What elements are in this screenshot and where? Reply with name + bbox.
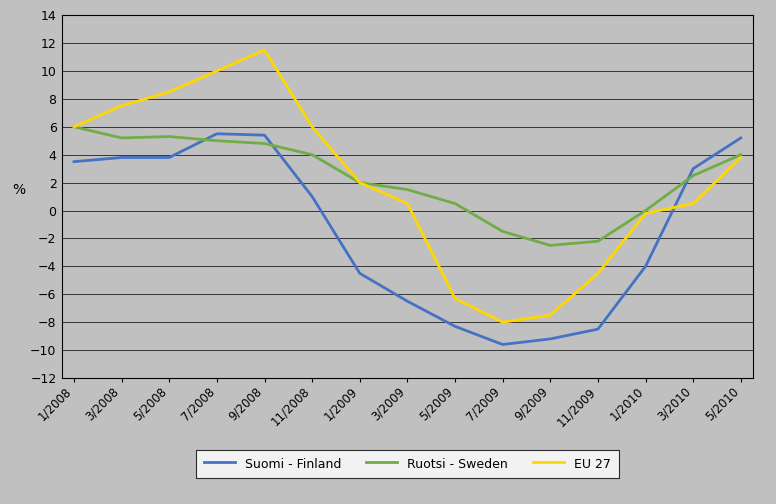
- Suomi - Finland: [331, 232, 341, 238]
- EU 27: [688, 201, 698, 207]
- Ruotsi - Sweden: [594, 238, 603, 244]
- EU 27: [260, 47, 269, 53]
- Suomi - Finland: [236, 132, 245, 138]
- Ruotsi - Sweden: [521, 235, 531, 241]
- Ruotsi - Sweden: [427, 194, 436, 200]
- Suomi - Finland: [570, 331, 579, 337]
- Suomi - Finland: [307, 194, 317, 200]
- Suomi - Finland: [617, 295, 626, 301]
- Ruotsi - Sweden: [641, 208, 650, 214]
- Ruotsi - Sweden: [712, 162, 722, 168]
- Ruotsi - Sweden: [69, 124, 78, 130]
- Suomi - Finland: [498, 342, 508, 348]
- EU 27: [379, 190, 388, 196]
- Ruotsi - Sweden: [260, 141, 269, 147]
- Ruotsi - Sweden: [450, 201, 459, 207]
- Suomi - Finland: [546, 336, 555, 342]
- Ruotsi - Sweden: [474, 215, 483, 221]
- Suomi - Finland: [165, 154, 174, 160]
- Y-axis label: %: %: [12, 182, 26, 197]
- EU 27: [546, 312, 555, 318]
- Ruotsi - Sweden: [212, 138, 221, 144]
- Line: Suomi - Finland: Suomi - Finland: [74, 134, 741, 345]
- Suomi - Finland: [379, 284, 388, 290]
- EU 27: [165, 89, 174, 95]
- Ruotsi - Sweden: [189, 136, 198, 142]
- EU 27: [617, 240, 626, 246]
- Ruotsi - Sweden: [140, 134, 150, 140]
- EU 27: [69, 124, 78, 130]
- EU 27: [284, 85, 293, 91]
- Line: EU 27: EU 27: [74, 50, 741, 322]
- Ruotsi - Sweden: [617, 223, 626, 229]
- Line: Ruotsi - Sweden: Ruotsi - Sweden: [74, 127, 741, 245]
- Suomi - Finland: [521, 339, 531, 345]
- Suomi - Finland: [736, 135, 746, 141]
- Suomi - Finland: [474, 333, 483, 339]
- Suomi - Finland: [427, 311, 436, 317]
- Suomi - Finland: [93, 157, 102, 163]
- Ruotsi - Sweden: [307, 152, 317, 158]
- Suomi - Finland: [450, 324, 459, 330]
- EU 27: [450, 295, 459, 301]
- Ruotsi - Sweden: [498, 228, 508, 234]
- Ruotsi - Sweden: [665, 190, 674, 196]
- Suomi - Finland: [212, 131, 221, 137]
- Suomi - Finland: [284, 163, 293, 169]
- Suomi - Finland: [688, 166, 698, 172]
- Ruotsi - Sweden: [284, 146, 293, 152]
- Ruotsi - Sweden: [379, 183, 388, 189]
- EU 27: [331, 152, 341, 158]
- EU 27: [498, 319, 508, 325]
- Suomi - Finland: [260, 132, 269, 138]
- EU 27: [93, 113, 102, 119]
- EU 27: [521, 316, 531, 322]
- Suomi - Finland: [641, 263, 650, 269]
- Ruotsi - Sweden: [117, 135, 126, 141]
- Ruotsi - Sweden: [570, 240, 579, 246]
- EU 27: [236, 57, 245, 64]
- EU 27: [403, 201, 412, 207]
- EU 27: [355, 179, 365, 185]
- Legend: Suomi - Finland, Ruotsi - Sweden, EU 27: Suomi - Finland, Ruotsi - Sweden, EU 27: [196, 450, 618, 478]
- Suomi - Finland: [189, 143, 198, 149]
- Ruotsi - Sweden: [403, 186, 412, 193]
- EU 27: [212, 68, 221, 74]
- EU 27: [427, 248, 436, 254]
- Ruotsi - Sweden: [93, 130, 102, 136]
- Suomi - Finland: [117, 154, 126, 160]
- EU 27: [307, 124, 317, 130]
- EU 27: [594, 270, 603, 276]
- EU 27: [570, 291, 579, 297]
- Ruotsi - Sweden: [236, 139, 245, 145]
- Ruotsi - Sweden: [688, 172, 698, 178]
- Ruotsi - Sweden: [736, 152, 746, 158]
- Suomi - Finland: [665, 215, 674, 221]
- EU 27: [641, 210, 650, 216]
- Ruotsi - Sweden: [355, 179, 365, 185]
- Suomi - Finland: [403, 298, 412, 304]
- EU 27: [736, 154, 746, 160]
- Ruotsi - Sweden: [546, 242, 555, 248]
- Suomi - Finland: [140, 154, 150, 160]
- Suomi - Finland: [355, 270, 365, 276]
- EU 27: [712, 177, 722, 183]
- Suomi - Finland: [69, 159, 78, 165]
- EU 27: [117, 103, 126, 109]
- EU 27: [140, 96, 150, 102]
- Suomi - Finland: [712, 150, 722, 156]
- Ruotsi - Sweden: [165, 134, 174, 140]
- EU 27: [474, 307, 483, 313]
- EU 27: [189, 79, 198, 85]
- EU 27: [665, 206, 674, 212]
- Suomi - Finland: [594, 326, 603, 332]
- Ruotsi - Sweden: [331, 166, 341, 172]
